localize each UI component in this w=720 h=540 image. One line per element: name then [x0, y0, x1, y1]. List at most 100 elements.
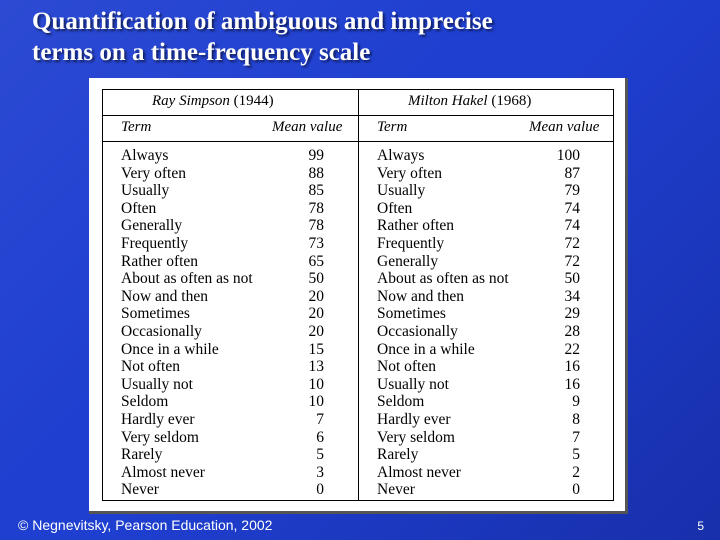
- simpson-term: Usually: [121, 182, 170, 200]
- hakel-value-column: 100 87 79 74 74 72 72 50 34 29 28 22 16 16 9 8 7 5 2 0: [543, 147, 580, 499]
- hakel-term: Never: [377, 481, 415, 499]
- simpson-term: Now and then: [121, 287, 208, 305]
- hakel-value: 5: [572, 446, 580, 464]
- hakel-term: Occasionally: [377, 322, 458, 340]
- hakel-term: Always: [377, 147, 425, 164]
- hakel-value: 16: [564, 358, 581, 376]
- frequency-table: Ray Simpson (1944) Milton Hakel (1968) T…: [102, 89, 614, 501]
- hakel-term: Rarely: [377, 446, 419, 464]
- simpson-value: 20: [308, 305, 325, 323]
- simpson-value: 10: [308, 375, 325, 393]
- simpson-term: Hardly ever: [121, 410, 195, 428]
- simpson-author: Ray Simpson: [152, 93, 230, 109]
- hakel-value: 0: [572, 481, 580, 499]
- simpson-value: 65: [308, 252, 325, 270]
- hakel-term: Usually not: [377, 375, 449, 393]
- hakel-year: (1968): [491, 93, 532, 109]
- hakel-value: 74: [564, 217, 581, 235]
- simpson-value: 73: [308, 234, 325, 252]
- simpson-term: Frequently: [121, 234, 189, 252]
- hakel-term: Usually: [377, 182, 426, 200]
- simpson-term: Never: [121, 481, 159, 499]
- simpson-value: 0: [316, 481, 324, 499]
- simpson-term-column: Always Very often Usually Often Generally Fre…: [121, 147, 281, 499]
- hakel-term: Sometimes: [377, 305, 446, 323]
- hakel-term: Almost never: [377, 463, 461, 481]
- hakel-term: Rather often: [377, 217, 455, 235]
- simpson-value: 50: [308, 270, 325, 288]
- hakel-value: 28: [564, 322, 581, 340]
- simpson-term: Seldom: [121, 393, 169, 411]
- simpson-value: 20: [308, 287, 325, 305]
- simpson-term-header: Term: [121, 119, 152, 135]
- table-panel: Ray Simpson (1944) Milton Hakel (1968) T…: [89, 78, 628, 514]
- simpson-value: 78: [308, 217, 325, 235]
- simpson-term: Generally: [121, 217, 183, 235]
- hakel-value: 22: [564, 340, 581, 358]
- simpson-term: Often: [121, 199, 157, 217]
- simpson-term: Occasionally: [121, 322, 202, 340]
- slide-title-line-1: Quantification of ambiguous and imprecis…: [32, 8, 493, 35]
- hakel-value: 87: [564, 164, 581, 182]
- hakel-header: Milton Hakel (1968): [408, 93, 531, 111]
- footer-text: Negnevitsky, Pearson Education, 2002: [32, 517, 273, 533]
- simpson-value: 85: [308, 182, 325, 200]
- hakel-term: Very seldom: [377, 428, 455, 446]
- simpson-term: Very seldom: [121, 428, 199, 446]
- simpson-value: 99: [308, 147, 325, 164]
- hakel-value: 72: [564, 234, 581, 252]
- simpson-term: Sometimes: [121, 305, 190, 323]
- hakel-author: Milton Hakel: [408, 93, 488, 109]
- simpson-mean-header: Mean value: [272, 119, 343, 135]
- hakel-term-column: Always Very often Usually Often Rather often…: [377, 147, 547, 499]
- hakel-term: About as often as not: [377, 270, 509, 288]
- simpson-term: Almost never: [121, 463, 205, 481]
- hakel-term: Frequently: [377, 234, 445, 252]
- simpson-value: 78: [308, 199, 325, 217]
- simpson-term: Very often: [121, 164, 186, 182]
- simpson-value: 20: [308, 322, 325, 340]
- hakel-value: 8: [572, 410, 580, 428]
- hakel-value: 100: [556, 147, 580, 164]
- hakel-value: 50: [564, 270, 581, 288]
- hakel-value: 16: [564, 375, 581, 393]
- hakel-value: 7: [572, 428, 580, 446]
- simpson-value: 15: [308, 340, 325, 358]
- simpson-term: Usually not: [121, 375, 193, 393]
- simpson-header: Ray Simpson (1944): [152, 93, 274, 111]
- simpson-term: Rather often: [121, 252, 199, 270]
- hakel-term: Seldom: [377, 393, 425, 411]
- hakel-value: 29: [564, 305, 581, 323]
- hakel-term: Often: [377, 199, 413, 217]
- slide-title-line-2: terms on a time-frequency scale: [32, 39, 371, 66]
- hakel-term: Hardly ever: [377, 410, 451, 428]
- simpson-value: 10: [308, 393, 325, 411]
- hakel-value: 74: [564, 199, 581, 217]
- page-number: 5: [697, 519, 704, 533]
- hakel-value: 2: [572, 463, 580, 481]
- hakel-value: 34: [564, 287, 581, 305]
- hakel-value: 72: [564, 252, 581, 270]
- simpson-value: 5: [316, 446, 324, 464]
- slide-title: Quantification of ambiguous and imprecis…: [32, 6, 692, 68]
- study-divider: [358, 90, 359, 500]
- simpson-term: Not often: [121, 358, 180, 376]
- simpson-term: Always: [121, 147, 169, 164]
- simpson-value: 13: [308, 358, 325, 376]
- hakel-value: 9: [572, 393, 580, 411]
- simpson-value: 7: [316, 410, 324, 428]
- simpson-year: (1944): [233, 93, 274, 109]
- simpson-term: About as often as not: [121, 270, 253, 288]
- simpson-value: 88: [308, 164, 325, 182]
- hakel-term: Generally: [377, 252, 439, 270]
- simpson-term: Rarely: [121, 446, 163, 464]
- simpson-term: Once in a while: [121, 340, 219, 358]
- hakel-value: 79: [564, 182, 581, 200]
- hakel-term: Very often: [377, 164, 442, 182]
- hakel-mean-header: Mean value: [529, 119, 600, 135]
- hakel-term: Not often: [377, 358, 436, 376]
- hakel-term: Now and then: [377, 287, 464, 305]
- simpson-value-column: 99 88 85 78 78 73 65 50 20 20 20 15 13 10 10 7 6 5 3 0: [283, 147, 325, 499]
- hakel-term-header: Term: [377, 119, 408, 135]
- simpson-value: 6: [316, 428, 324, 446]
